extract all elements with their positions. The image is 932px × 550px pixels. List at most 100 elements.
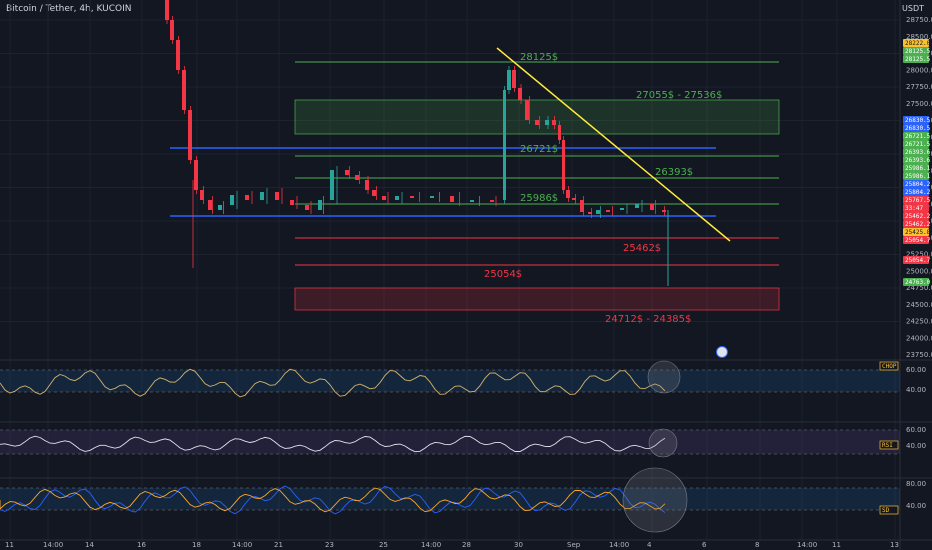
indicator-axis-label: 60.00 — [906, 366, 926, 374]
price-tag: 25462.2 — [903, 212, 931, 220]
price-tag: 26830.5 — [903, 116, 931, 124]
us-flag-icon[interactable] — [716, 346, 728, 358]
svg-text:33:47: 33:47 — [905, 205, 923, 212]
svg-text:RSI: RSI — [882, 442, 893, 449]
price-tag: 25425.8 — [903, 228, 931, 236]
price-tag: 26830.5 — [903, 124, 931, 132]
price-tag: 25986.1 — [903, 164, 931, 172]
currency-label[interactable]: USDT — [902, 4, 924, 13]
svg-text:26721.5: 26721.5 — [905, 141, 931, 148]
svg-text:26721.5: 26721.5 — [905, 133, 931, 140]
price-tick-label: 27500.0 — [906, 100, 932, 108]
time-tick-label: 14:00 — [43, 541, 63, 549]
level-26721-label: 26721$ — [520, 144, 558, 155]
indicator-tag[interactable]: CHOP — [879, 361, 899, 371]
svg-text:26830.5: 26830.5 — [905, 117, 931, 124]
time-tick-label: Sep — [567, 541, 581, 549]
price-tag: 25054.7 — [903, 256, 931, 264]
svg-text:28125.5: 28125.5 — [905, 56, 931, 63]
price-tag: 25804.2 — [903, 180, 931, 188]
time-tick-label: 14:00 — [232, 541, 252, 549]
time-tick-label: 25 — [379, 541, 388, 549]
level-26393-label: 26393$ — [655, 167, 693, 178]
svg-text:26830.5: 26830.5 — [905, 125, 931, 132]
price-tick-label: 24000.0 — [906, 334, 932, 342]
support-zone[interactable] — [294, 287, 780, 311]
svg-text:25767.5: 25767.5 — [905, 197, 931, 204]
time-tick-label: 6 — [702, 541, 707, 549]
level-25986-label: 25986$ — [520, 193, 558, 204]
time-tick-label: 8 — [755, 541, 759, 549]
level-28125-label: 28125$ — [520, 52, 558, 63]
time-tick-label: 13 — [890, 541, 899, 549]
price-tag: 33:47 — [903, 204, 929, 212]
price-tag: 28125.5 — [903, 47, 931, 55]
time-tick-label: 28 — [462, 541, 471, 549]
svg-text:SD: SD — [882, 507, 890, 514]
svg-text:25425.8: 25425.8 — [905, 229, 931, 236]
svg-text:25054.7: 25054.7 — [905, 257, 931, 264]
price-tag: 25767.5 — [903, 196, 931, 204]
time-tick-label: 18 — [192, 541, 201, 549]
price-tag: 26721.5 — [903, 140, 931, 148]
time-tick-label: 14:00 — [421, 541, 441, 549]
indicator-axes: 60.00 40.00 CHOP 60.00 40.00 RSI 80.00 40.00 SD — [879, 361, 926, 515]
time-tick-label: 14 — [85, 541, 94, 549]
candlestick-series — [165, 0, 669, 286]
indicator-axis-label: 40.00 — [906, 386, 926, 394]
svg-text:28125.5: 28125.5 — [905, 48, 931, 55]
svg-text:28222.0: 28222.0 — [905, 40, 931, 47]
price-tick-label: 24250.0 — [906, 318, 932, 326]
price-tick-label: 25250.0 — [906, 251, 932, 259]
indicator-tag[interactable]: SD — [879, 505, 899, 515]
price-tag: 25462.2 — [903, 220, 931, 228]
price-tick-label: 24750.0 — [906, 284, 932, 292]
chart-title: Bitcoin / Tether, 4h, KUCOIN — [6, 4, 132, 14]
price-tag: 25054.7 — [903, 236, 931, 244]
time-tick-label: 16 — [137, 541, 146, 549]
svg-text:25804.2: 25804.2 — [905, 189, 931, 196]
time-tick-label: 30 — [514, 541, 523, 549]
svg-text:26393.6: 26393.6 — [905, 149, 931, 156]
time-tick-label: 11 — [832, 541, 841, 549]
level-25054-label: 25054$ — [484, 269, 522, 280]
svg-text:25986.1: 25986.1 — [905, 165, 931, 172]
price-tick-label: 27750.0 — [906, 83, 932, 91]
level-25462-label: 25462$ — [623, 243, 661, 254]
time-tick-label: 23 — [325, 541, 334, 549]
price-tag: 24763.0 — [903, 278, 931, 286]
time-tick-label: 14:00 — [609, 541, 629, 549]
time-axis[interactable]: 11 14:00 14 16 18 14:00 21 23 25 14:00 28 30 Sep 14:0… — [5, 541, 899, 549]
price-tag: 28222.0 — [903, 39, 931, 47]
downtrend-line[interactable] — [496, 47, 731, 242]
price-tags: 28222.028125.528125.526830.526830.526721… — [903, 39, 931, 286]
price-tag: 25986.1 — [903, 172, 931, 180]
svg-text:25462.2: 25462.2 — [905, 213, 931, 220]
svg-text:25804.2: 25804.2 — [905, 181, 931, 188]
svg-text:25462.2: 25462.2 — [905, 221, 931, 228]
indicator-tag[interactable]: RSI — [879, 440, 899, 450]
indicator-axis-label: 60.00 — [906, 426, 926, 434]
svg-text:25054.7: 25054.7 — [905, 237, 931, 244]
price-tick-label: 28500.0 — [906, 33, 932, 41]
time-tick-label: 4 — [647, 541, 652, 549]
zone-top-label: 27055$ - 27536$ — [636, 90, 722, 101]
time-tick-label: 11 — [5, 541, 14, 549]
time-tick-label: 21 — [274, 541, 283, 549]
zone-bottom-label: 24712$ - 24385$ — [605, 314, 691, 325]
price-tag: 28125.5 — [903, 55, 931, 63]
price-tag: 26393.6 — [903, 148, 931, 156]
price-tag: 25804.2 — [903, 188, 931, 196]
indicator-panes — [0, 360, 900, 533]
svg-text:24763.0: 24763.0 — [905, 279, 931, 286]
price-tick-label: 24500.0 — [906, 301, 932, 309]
indicator-axis-label: 40.00 — [906, 502, 926, 510]
resistance-zone[interactable] — [294, 99, 780, 135]
svg-text:25986.1: 25986.1 — [905, 173, 931, 180]
price-tag: 26721.5 — [903, 132, 931, 140]
price-tick-label: 28000.0 — [906, 66, 932, 74]
svg-text:26393.6: 26393.6 — [905, 157, 931, 164]
svg-text:CHOP: CHOP — [882, 363, 897, 370]
